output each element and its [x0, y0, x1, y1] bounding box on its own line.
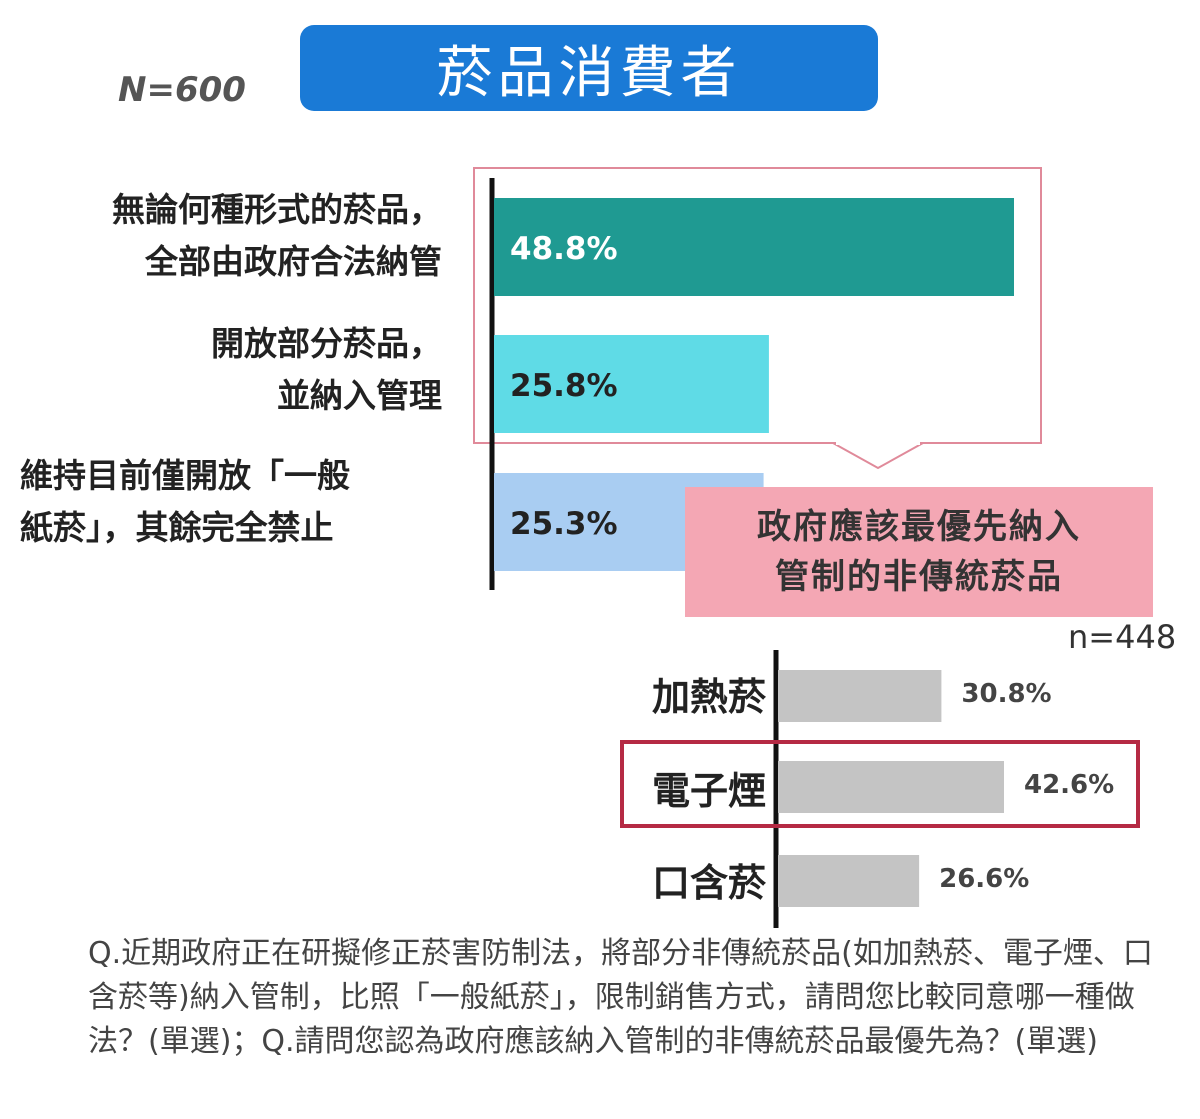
sub-bar-3 [778, 855, 920, 907]
bar-value-label-1: 48.8% [510, 231, 618, 267]
chart-title: 菸品消費者 [436, 40, 742, 106]
sub-bar-value-label-1: 30.8% [961, 679, 1051, 709]
category-label-3: 維持目前僅開放「一般 紙菸」，其餘完全禁止 [20, 456, 350, 547]
callout-pointer [829, 442, 927, 470]
bar-value-label-2: 25.8% [510, 368, 618, 404]
sample-size-main: N=600 [118, 70, 246, 110]
callout-line-1: 政府應該最優先納入 [757, 507, 1081, 547]
question-text: Q.近期政府正在研擬修正菸害防制法，將部分非傳統菸品(如加熱菸、電子煙、口含菸等… [88, 936, 1153, 1059]
sub-category-label-2: 電子煙 [651, 769, 766, 813]
sub-bar-value-label-3: 26.6% [939, 864, 1029, 894]
callout-line-2: 管制的非傳統菸品 [775, 557, 1063, 597]
category-label-2: 開放部分菸品， 並納入管理 [211, 324, 442, 415]
bar-value-label-3: 25.3% [510, 506, 618, 542]
bar-1 [494, 198, 1014, 296]
pink-highlight-frame [473, 167, 1042, 444]
category-label-1: 無論何種形式的菸品， 全部由政府合法納管 [112, 190, 442, 281]
sample-size-sub: n=448 [1068, 618, 1177, 656]
sub-category-label-3: 口含菸 [651, 861, 766, 905]
bar-2 [494, 335, 769, 433]
sub-bar-value-label-2: 42.6% [1024, 770, 1114, 800]
sub-bar-2 [778, 761, 1004, 813]
sub-category-label-1: 加熱菸 [651, 675, 766, 719]
sub-bar-1 [778, 670, 942, 722]
highlight-box-e-cigarette [620, 740, 1140, 828]
callout-box: 政府應該最優先納入 管制的非傳統菸品 [685, 487, 1153, 617]
title-banner: 菸品消費者 [300, 25, 878, 111]
